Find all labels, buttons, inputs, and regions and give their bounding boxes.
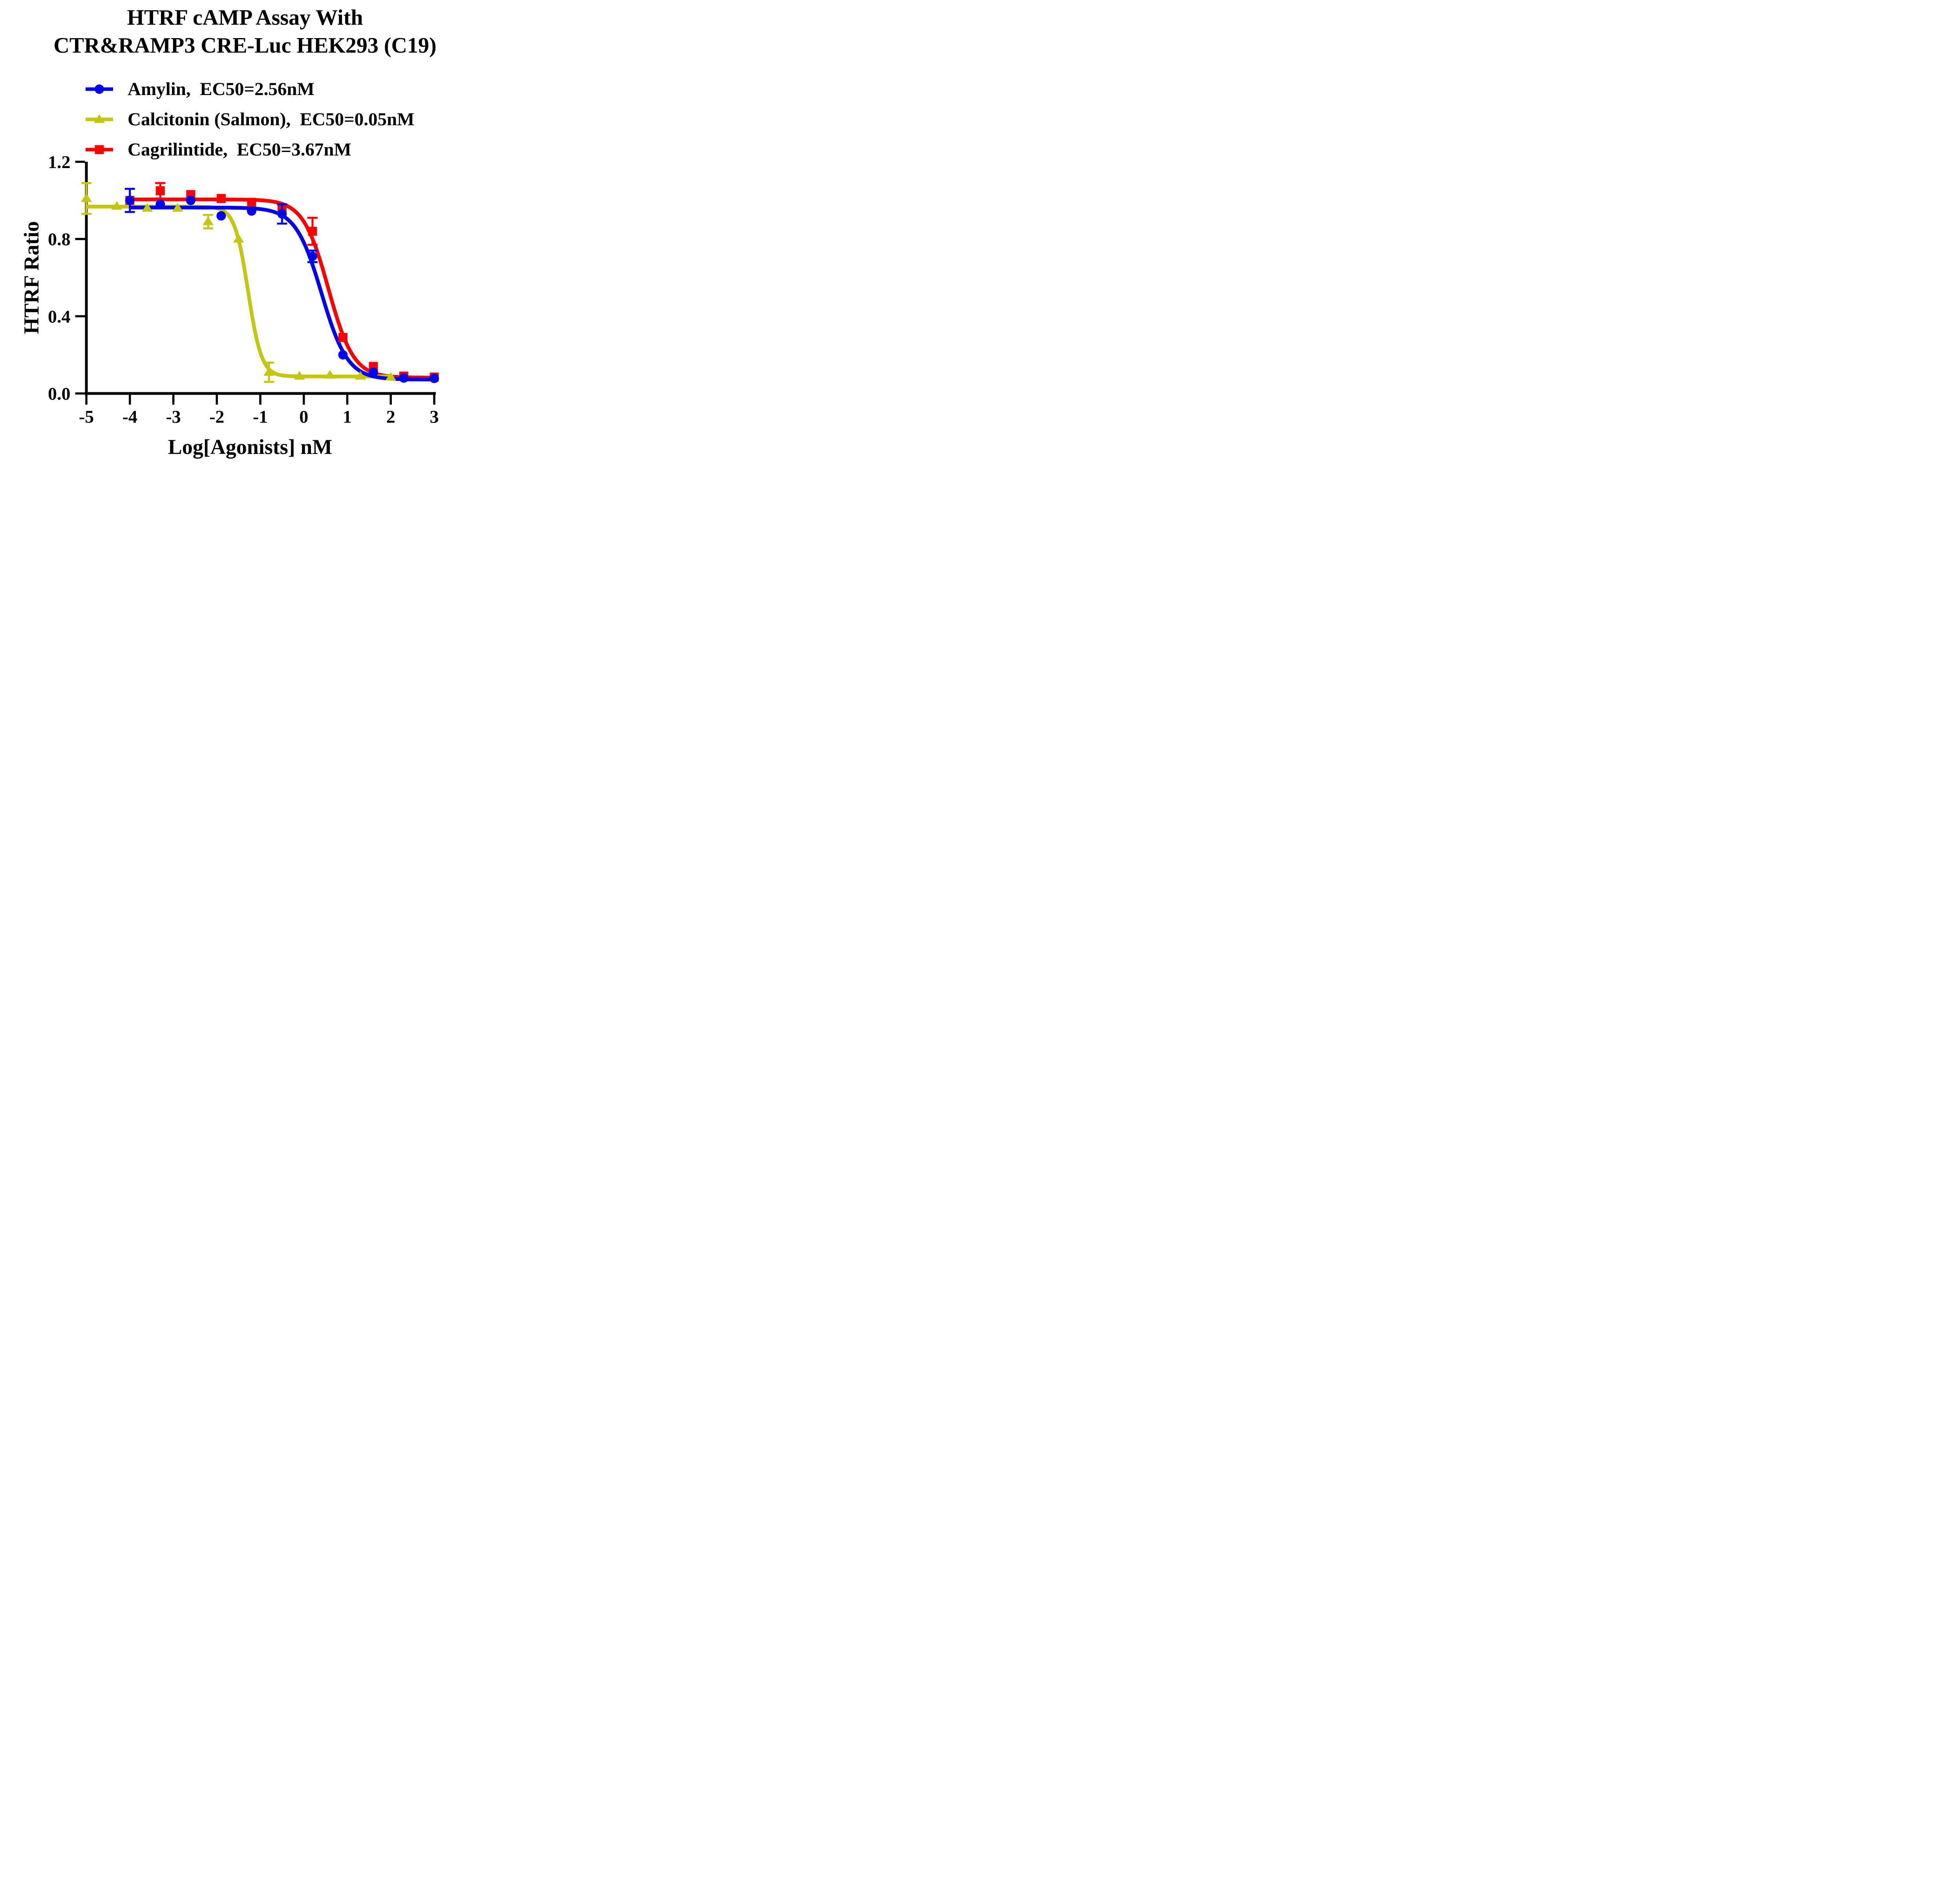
calcitonin-salmon-data-point [294, 371, 305, 380]
calcitonin-salmon-fit-curve [86, 205, 394, 379]
amylin-data-point [399, 373, 409, 383]
x-axis-title: Log[Agonists] nM [168, 435, 333, 459]
calcitonin-salmon-data-point [111, 201, 122, 210]
chart-title: HTRF cAMP Assay With CTR&RAMP3 CRE-Luc H… [0, 4, 490, 60]
amylin-data-point [247, 206, 256, 216]
calcitonin-salmon-data-point [142, 203, 153, 212]
legend: Amylin, EC50=2.56nM Calcitonin (Salmon),… [84, 74, 415, 165]
x-tick-label: 3 [430, 407, 439, 427]
amylin-data-point [125, 196, 135, 205]
amylin-data-point [155, 199, 165, 209]
x-tick-label: -4 [122, 407, 137, 427]
calcitonin-salmon-data-point [203, 216, 214, 225]
amylin-points [124, 188, 439, 383]
x-tick-label: 1 [343, 407, 352, 427]
x-tick-label: -5 [79, 407, 94, 427]
calcitonin-salmon-data-point [81, 193, 92, 202]
dose-response-plot: 0.0 0.4 0.8 1.2 -5 -4 -3 -2 -1 0 1 2 3 [48, 152, 439, 427]
amylin-data-point [368, 367, 378, 377]
chart-title-line2: CTR&RAMP3 CRE-Luc HEK293 (C19) [53, 33, 437, 58]
legend-label-calcitonin: Calcitonin (Salmon), EC50=0.05nM [128, 109, 415, 130]
legend-row-amylin: Amylin, EC50=2.56nM [84, 74, 415, 104]
calcitonin-salmon-legend-marker [94, 114, 105, 123]
y-tick-label: 0.4 [48, 306, 71, 326]
y-tick-label: 1.2 [48, 152, 71, 172]
calcitonin-salmon-data-point [355, 371, 366, 380]
x-tick-label: -1 [253, 407, 268, 427]
amylin-data-point [277, 209, 287, 219]
amylin-legend-marker [95, 84, 104, 94]
x-tick-label: 2 [386, 407, 395, 427]
y-tick-label: 0.8 [48, 229, 71, 249]
y-tick-label: 0.0 [48, 384, 71, 404]
x-tick-label: -3 [166, 407, 181, 427]
y-axis-title: HTRF Ratio [20, 221, 43, 334]
data-points [81, 182, 439, 383]
calcitonin-salmon-data-point [172, 203, 183, 212]
legend-label-cagrilintide: Cagrilintide, EC50=3.67nM [128, 139, 351, 160]
calcitonin-salmon-data-point [233, 234, 244, 243]
x-tick-label: 0 [299, 407, 308, 427]
cagrilintide-data-point [216, 194, 226, 203]
cagrilintide-legend-marker [95, 145, 104, 154]
amylin-data-point [307, 251, 317, 261]
amylin-data-point [186, 196, 196, 205]
amylin-fit-curve [129, 205, 437, 382]
legend-row-cagrilintide: Cagrilintide, EC50=3.67nM [84, 134, 415, 165]
calcitonin-triangle-marker-icon [86, 114, 113, 123]
axes: 0.0 0.4 0.8 1.2 -5 -4 -3 -2 -1 0 1 2 3 [48, 152, 439, 427]
amylin-circle-marker-icon [86, 84, 113, 94]
cagrilintide-data-point [308, 227, 317, 236]
chart-title-line1: HTRF cAMP Assay With [127, 5, 363, 30]
chart-page: HTRF cAMP Assay With CTR&RAMP3 CRE-Luc H… [0, 0, 490, 469]
amylin-data-point [338, 350, 348, 360]
calcitonin-salmon-points [81, 182, 397, 383]
calcitonin-salmon-data-point [324, 370, 336, 379]
cagrilintide-fit-curve [129, 198, 437, 380]
cagrilintide-data-point [338, 333, 347, 342]
calcitonin-salmon-data-point [263, 367, 275, 376]
fit-curves [86, 198, 437, 382]
legend-row-calcitonin: Calcitonin (Salmon), EC50=0.05nM [84, 104, 415, 134]
calcitonin-salmon-data-point [385, 372, 397, 381]
x-tick-label: -2 [209, 407, 224, 427]
cagrilintide-square-marker-icon [86, 145, 113, 154]
cagrilintide-data-point [155, 186, 165, 196]
legend-label-amylin: Amylin, EC50=2.56nM [128, 79, 314, 99]
cagrilintide-data-point [247, 198, 256, 207]
amylin-data-point [430, 373, 439, 383]
amylin-data-point [216, 211, 226, 221]
